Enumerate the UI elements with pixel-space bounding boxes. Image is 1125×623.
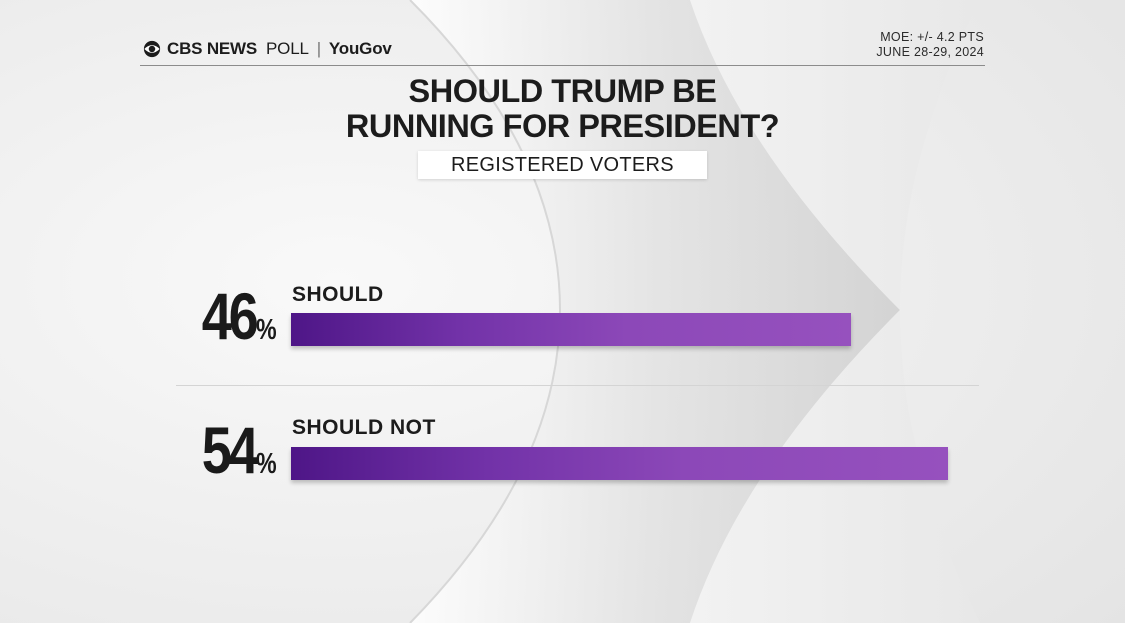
bar-should-not [291,447,948,480]
poll-dates: JUNE 28-29, 2024 [876,45,984,59]
chart-title: SHOULD TRUMP BE RUNNING FOR PRESIDENT? [0,74,1125,144]
chart-title-line-2: RUNNING FOR PRESIDENT? [345,108,780,144]
category-label-should-not: SHOULD NOT [292,416,436,439]
category-label-should: SHOULD [292,283,384,306]
brand-name: CBS NEWS [167,39,258,58]
value-label-should: 46% [190,283,282,349]
value-unit: % [256,448,277,480]
cbs-eye-icon [143,40,161,58]
brand-logo: CBS NEWS POLL | YouGov [143,39,392,59]
value-number: 46 [201,279,259,353]
margin-of-error: MOE: +/- 4.2 PTS [880,30,984,44]
header-rule [140,65,985,66]
value-unit: % [256,314,277,346]
poll-meta: MOE: +/- 4.2 PTS JUNE 28-29, 2024 [876,30,984,60]
partner-name: YouGov [328,39,392,58]
chart-subtitle: REGISTERED VOTERS [418,151,707,179]
poll-label: POLL [266,39,309,58]
value-number: 54 [201,413,259,487]
bar-should [291,313,851,346]
brand-divider: | [316,39,321,58]
value-label-should-not: 54% [190,417,282,483]
row-separator [176,385,979,386]
chart-title-line-1: SHOULD TRUMP BE [408,73,717,109]
